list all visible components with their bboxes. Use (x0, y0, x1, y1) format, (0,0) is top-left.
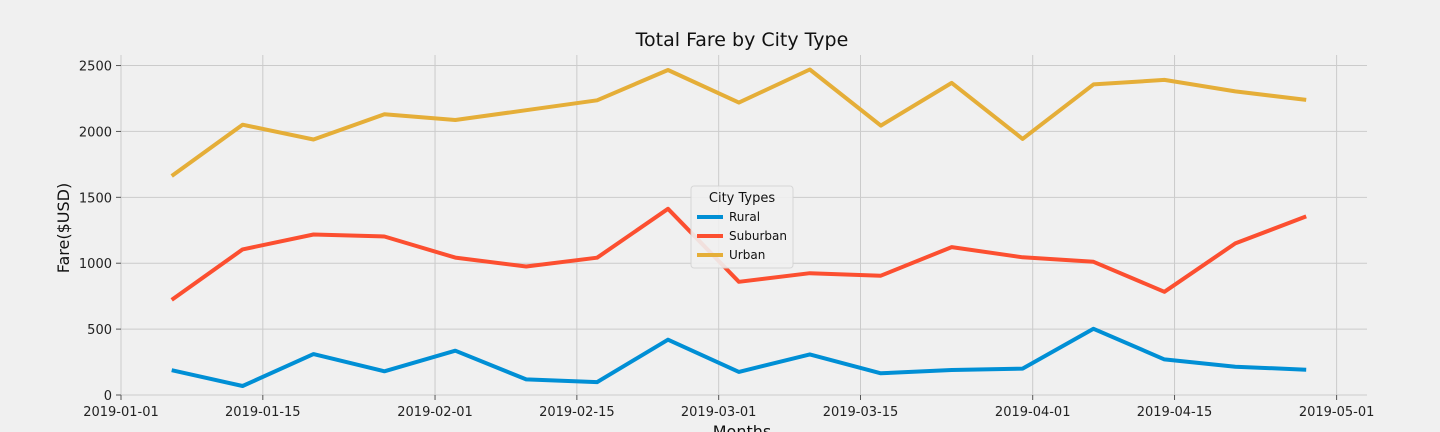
legend: City Types Rural Suburban Urban (690, 185, 794, 269)
x-tick-label: 2019-03-15 (823, 405, 899, 420)
legend-label-urban: Urban (729, 248, 765, 262)
y-tick-label: 1000 (79, 257, 112, 272)
legend-box (690, 185, 794, 269)
x-tick-label: 2019-02-15 (539, 405, 615, 420)
y-tick-label: 500 (87, 323, 112, 338)
axes: 2019-01-01 2019-01-15 2019-02-01 2019-02-15… (79, 60, 1374, 420)
series-lines (170, 67, 1307, 388)
y-tick-label: 1500 (79, 191, 112, 206)
x-tick-label: 2019-01-15 (225, 405, 301, 420)
y-tick-label: 2000 (79, 125, 112, 140)
x-tick-label: 2019-04-01 (995, 405, 1071, 420)
legend-label-rural: Rural (729, 210, 760, 224)
y-tick-label: 2500 (79, 60, 112, 75)
series-line-suburban (170, 206, 1307, 302)
y-axis-label: Fare($USD) (54, 183, 73, 273)
series-line-rural (171, 326, 1307, 388)
x-tick-label: 2019-05-01 (1299, 405, 1375, 420)
y-tick-label: 0 (104, 389, 112, 404)
legend-title: City Types (709, 191, 775, 206)
x-tick-label: 2019-01-01 (83, 405, 159, 420)
x-tick-label: 2019-03-01 (681, 405, 757, 420)
series-line-urban (170, 67, 1307, 178)
x-tick-label: 2019-02-01 (397, 405, 473, 420)
x-axis-label: Months (713, 422, 771, 432)
chart-title: Total Fare by City Type (635, 29, 849, 51)
x-tick-label: 2019-04-15 (1137, 405, 1213, 420)
legend-label-suburban: Suburban (729, 229, 787, 243)
